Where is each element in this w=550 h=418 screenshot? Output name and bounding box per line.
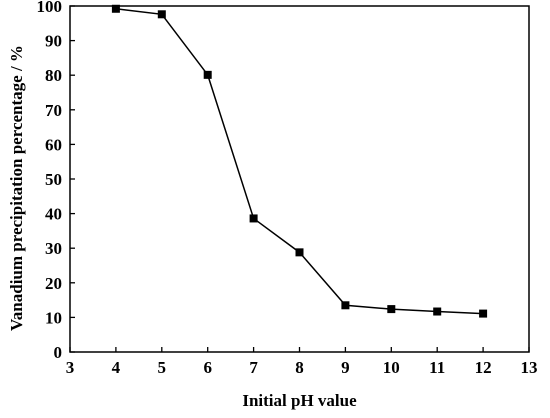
data-point-marker	[157, 10, 166, 19]
data-point-marker	[479, 309, 488, 318]
y-tick-label: 50	[45, 170, 62, 189]
x-axis: 3 4 5 6 7 8 9 10 11 12 13	[66, 347, 538, 377]
data-point-marker	[387, 305, 396, 314]
data-point-marker	[249, 214, 258, 223]
x-tick-label: 3	[66, 358, 75, 377]
x-tick-label: 4	[112, 358, 121, 377]
series-layer	[111, 4, 488, 318]
data-point-marker	[433, 307, 442, 316]
data-point-marker	[111, 4, 120, 13]
x-tick-label: 7	[249, 358, 258, 377]
y-tick-label: 70	[45, 101, 62, 120]
y-tick-label: 60	[45, 135, 62, 154]
x-tick-label: 12	[475, 358, 492, 377]
x-tick-label: 8	[295, 358, 304, 377]
y-tick-label: 20	[45, 274, 62, 293]
y-tick-label: 100	[37, 0, 63, 16]
y-axis-label: Vanadium precipitation percentage / %	[7, 45, 26, 331]
data-point-marker	[341, 301, 350, 310]
y-tick-label: 40	[45, 205, 62, 224]
x-tick-label: 10	[383, 358, 400, 377]
x-axis-label: Initial pH value	[242, 391, 357, 410]
y-tick-label: 90	[45, 32, 62, 51]
y-tick-label: 10	[45, 308, 62, 327]
y-tick-label: 0	[54, 343, 63, 362]
plot-frame	[69, 5, 530, 353]
x-tick-label: 11	[429, 358, 445, 377]
x-tick-label: 9	[341, 358, 350, 377]
series-line	[115, 8, 484, 315]
y-tick-label: 80	[45, 66, 62, 85]
x-tick-label: 13	[521, 358, 538, 377]
x-tick-label: 5	[158, 358, 167, 377]
data-point-marker	[203, 70, 212, 79]
data-point-marker	[295, 248, 304, 257]
y-axis: 0 10 20 30 40 50 60 70 80 90 100	[37, 0, 75, 362]
y-tick-label: 30	[45, 239, 62, 258]
x-tick-label: 6	[203, 358, 212, 377]
